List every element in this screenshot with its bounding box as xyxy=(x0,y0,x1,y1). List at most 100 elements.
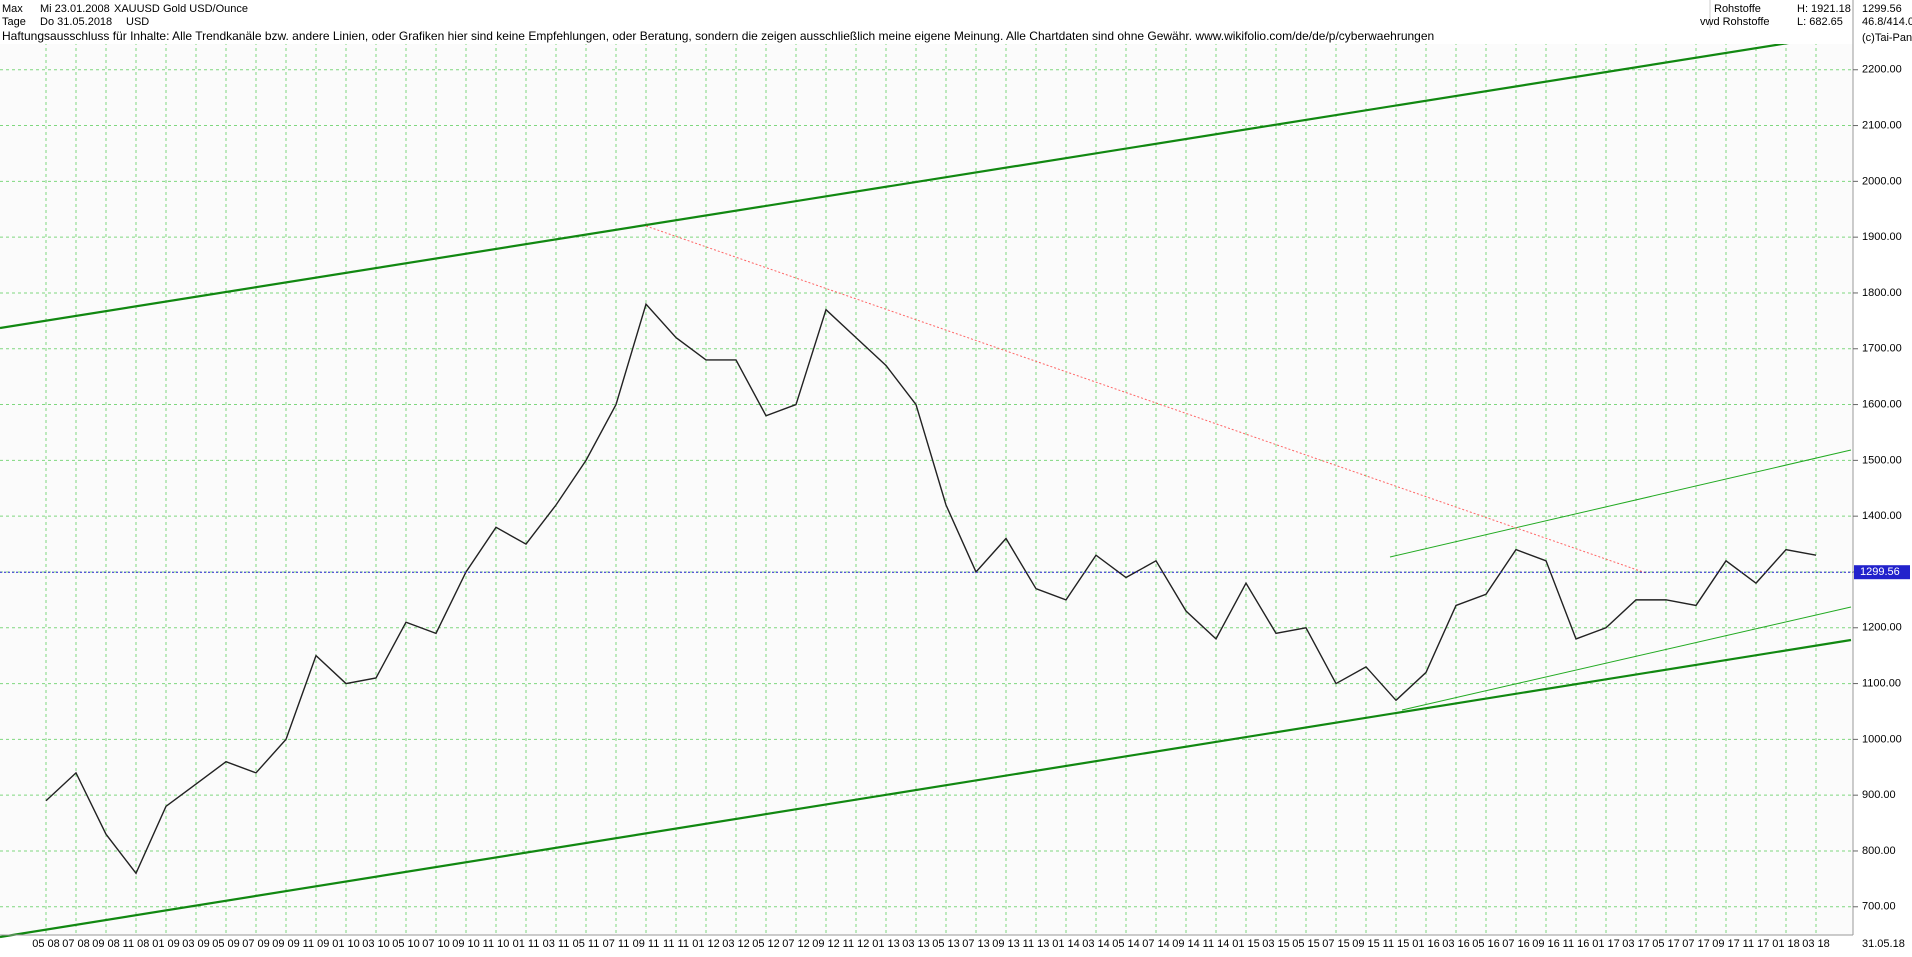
x-tick-label: 11 10 xyxy=(483,938,510,950)
group: Rohstoffe xyxy=(1714,3,1761,15)
y-tick-label: 1800.00 xyxy=(1862,287,1902,299)
y-tick-label: 900.00 xyxy=(1862,789,1896,801)
currency: USD xyxy=(126,16,149,28)
x-tick-label: 11 08 xyxy=(123,938,150,950)
x-tick-label: 03 13 xyxy=(902,938,930,950)
x-tick-label: 11 15 xyxy=(1383,938,1410,950)
x-tick-label: 09 10 xyxy=(452,938,480,950)
x-tick-label: 03 16 xyxy=(1442,938,1470,950)
x-tick-label: 09 12 xyxy=(812,938,840,950)
trend-inner-upper xyxy=(1389,449,1852,558)
end-date: Do 31.05.2018 xyxy=(40,16,112,28)
high: H: 1921.18 xyxy=(1797,3,1851,15)
y-tick-label: 2200.00 xyxy=(1862,64,1902,76)
y-tick-label: 1000.00 xyxy=(1862,733,1902,745)
x-tick-label: 05 17 xyxy=(1652,938,1680,950)
y-tick-label: 1500.00 xyxy=(1862,454,1902,466)
y-tick-label: 1400.00 xyxy=(1862,510,1902,522)
x-tick-label: 09 14 xyxy=(1172,938,1200,950)
x-tick-label: 09 08 xyxy=(92,938,120,950)
y-tick-label: 1700.00 xyxy=(1862,343,1902,355)
trend-channel-upper xyxy=(0,31,1852,330)
x-tick-label: 03 10 xyxy=(362,938,390,950)
price-line xyxy=(45,302,1817,875)
disclaimer: Haftungsausschluss für Inhalte: Alle Tre… xyxy=(2,29,1434,43)
x-tick-label: 11 12 xyxy=(843,938,870,950)
x-tick-label: 09 11 xyxy=(633,938,660,950)
y-tick-label: 1900.00 xyxy=(1862,231,1902,243)
x-tick-label: 05 08 xyxy=(32,938,60,950)
x-tick-label: 01 16 xyxy=(1412,938,1440,950)
x-tick-label: 01 11 xyxy=(513,938,540,950)
x-tick-label: 01 15 xyxy=(1232,938,1260,950)
y-tick-label: 1200.00 xyxy=(1862,622,1902,634)
y-tick-label: 2000.00 xyxy=(1862,175,1902,187)
x-tick-label: 01 12 xyxy=(692,938,720,950)
x-tick-label: 05 10 xyxy=(392,938,420,950)
last-value-box xyxy=(1854,565,1910,580)
y-tick-label: 1100.00 xyxy=(1862,677,1901,689)
x-tick-label: 07 09 xyxy=(242,938,270,950)
stats: 46.8/414.0 xyxy=(1862,16,1912,28)
x-tick-label: 03 09 xyxy=(182,938,210,950)
x-tick-label: 05 09 xyxy=(212,938,240,950)
resistance-line xyxy=(645,225,1647,574)
trend-channel-lower xyxy=(0,638,1852,939)
start-date: Mi 23.01.2008 xyxy=(40,3,110,15)
x-tick-label: 03 11 xyxy=(543,938,570,950)
copyright: (c)Tai-Pan xyxy=(1862,32,1912,44)
x-tick-label: 05 11 xyxy=(573,938,600,950)
x-tick-label: 03 15 xyxy=(1262,938,1290,950)
x-tick-label: 09 09 xyxy=(272,938,300,950)
y-tick-label: 1600.00 xyxy=(1862,398,1902,410)
last: 1299.56 xyxy=(1862,3,1902,15)
source: vwd Rohstoffe xyxy=(1700,16,1770,28)
x-tick-label: 11 13 xyxy=(1023,938,1050,950)
x-tick-label: 11 16 xyxy=(1563,938,1590,950)
x-tick-label: 09 15 xyxy=(1352,938,1380,950)
x-tick-label: 07 13 xyxy=(962,938,990,950)
header-background xyxy=(0,0,1912,44)
low: L: 682.65 xyxy=(1797,16,1843,28)
x-tick-label: 05 15 xyxy=(1292,938,1320,950)
x-tick-label: 11 14 xyxy=(1203,938,1230,950)
x-tick-label: 05 16 xyxy=(1472,938,1500,950)
x-tick-label: 05 12 xyxy=(752,938,780,950)
x-tick-label: 07 11 xyxy=(603,938,630,950)
x-tick-label: 07 08 xyxy=(62,938,90,950)
x-tick-label: 05 13 xyxy=(932,938,960,950)
x-tick-label: 09 16 xyxy=(1532,938,1560,950)
range[interactable]: Max xyxy=(2,3,23,15)
x-tick-label: 01 14 xyxy=(1052,938,1080,950)
x-tick-label: 03 12 xyxy=(722,938,750,950)
x-tick-label: 07 10 xyxy=(422,938,450,950)
x-tick-label: 01 10 xyxy=(332,938,360,950)
x-tick-label: 11 09 xyxy=(303,938,330,950)
symbol: XAUUSD xyxy=(114,3,160,15)
x-tick-label: 07 17 xyxy=(1682,938,1710,950)
instrument: Gold USD/Ounce xyxy=(163,3,248,15)
footer-date: 31.05.18 xyxy=(1862,938,1905,950)
x-tick-label: 11 17 xyxy=(1743,938,1770,950)
last-value-label: 1299.56 xyxy=(1860,566,1900,578)
x-tick-label: 01 18 xyxy=(1772,938,1800,950)
y-tick-label: 700.00 xyxy=(1862,901,1896,913)
x-tick-label: 03 14 xyxy=(1082,938,1110,950)
x-tick-label: 01 13 xyxy=(872,938,900,950)
x-tick-label: 01 09 xyxy=(152,938,180,950)
x-tick-label: 11 11 xyxy=(663,938,689,950)
x-tick-label: 07 14 xyxy=(1142,938,1170,950)
x-tick-label: 03 17 xyxy=(1622,938,1650,950)
y-tick-label: 800.00 xyxy=(1862,845,1896,857)
x-tick-label: 07 16 xyxy=(1502,938,1530,950)
plot-background xyxy=(0,0,1853,935)
y-tick-label: 2100.00 xyxy=(1862,119,1902,131)
trend-inner-lower xyxy=(1401,606,1852,711)
interval[interactable]: Tage xyxy=(2,16,26,28)
marks xyxy=(0,302,1853,875)
x-tick-label: 07 12 xyxy=(782,938,810,950)
x-tick-label: 07 15 xyxy=(1322,938,1350,950)
x-tick-label: 03 18 xyxy=(1802,938,1830,950)
x-tick-label: 09 17 xyxy=(1712,938,1740,950)
